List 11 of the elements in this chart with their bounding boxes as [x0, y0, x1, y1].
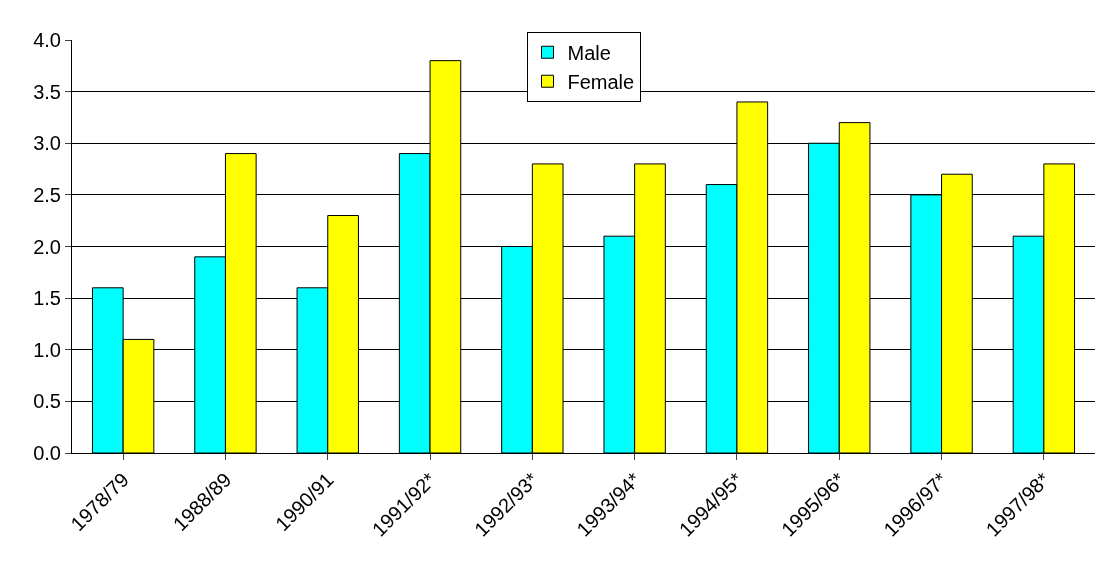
y-tick-label: 1.0 [33, 338, 61, 361]
y-tick-label: 3.0 [33, 132, 61, 155]
y-tick-label: 4.0 [33, 29, 61, 51]
y-tick-label: 3.5 [33, 80, 61, 103]
y-tick-label: 1.5 [33, 287, 61, 310]
legend-label: Female [567, 71, 635, 94]
y-tick-label: 2.0 [33, 235, 61, 258]
y-tick-label: 0.0 [33, 442, 61, 464]
legend-label: Male [567, 42, 611, 65]
y-tick-label: 0.5 [33, 390, 61, 413]
y-tick-label: 2.5 [33, 183, 61, 206]
